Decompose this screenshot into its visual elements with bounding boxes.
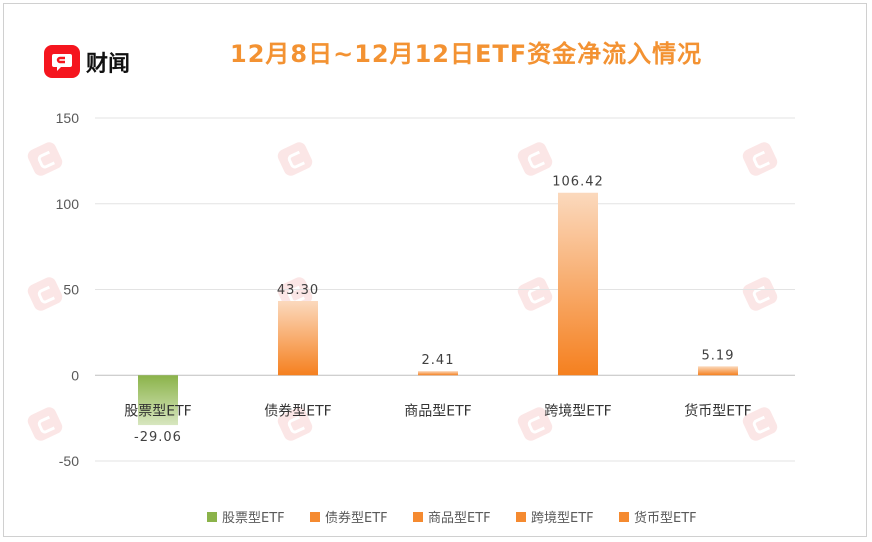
x-tick-label: 货币型ETF [684, 402, 751, 419]
legend-label: 债券型ETF [325, 510, 388, 526]
brand-name: 财闻 [86, 50, 131, 77]
data-label: 2.41 [422, 353, 455, 368]
y-tick-label: 100 [56, 196, 80, 212]
bar [418, 371, 458, 376]
chart-frame [3, 3, 867, 537]
bar [278, 300, 318, 376]
legend-swatch [310, 512, 320, 522]
legend-swatch [619, 512, 629, 522]
data-label: 106.42 [552, 175, 604, 190]
x-tick-label: 跨境型ETF [544, 403, 611, 419]
legend-label: 商品型ETF [428, 511, 491, 526]
x-tick-label: 商品型ETF [404, 403, 471, 419]
y-tick-label: 50 [63, 282, 79, 298]
legend-label: 跨境型ETF [531, 511, 594, 526]
data-label: 43.30 [277, 283, 319, 298]
bar [698, 366, 738, 376]
data-label: -29.06 [134, 430, 182, 445]
brand-logo: 财闻 [44, 45, 130, 78]
bar [138, 375, 178, 426]
legend-swatch [413, 512, 423, 522]
chat-bubble-icon [44, 45, 80, 78]
y-tick-label: 0 [71, 367, 79, 383]
chart-title: 12月8日~12月12日ETF资金净流入情况 [230, 40, 703, 68]
legend-swatch [207, 512, 217, 522]
legend-label: 股票型ETF [222, 511, 285, 526]
y-tick-label: 150 [56, 110, 80, 126]
data-label: 5.19 [702, 348, 735, 363]
x-tick-label: 股票型ETF [124, 403, 191, 419]
y-tick-label: -50 [59, 453, 79, 469]
bar [558, 192, 598, 376]
legend-label: 货币型ETF [634, 510, 697, 526]
legend-swatch [516, 512, 526, 522]
x-tick-label: 债券型ETF [264, 403, 331, 419]
